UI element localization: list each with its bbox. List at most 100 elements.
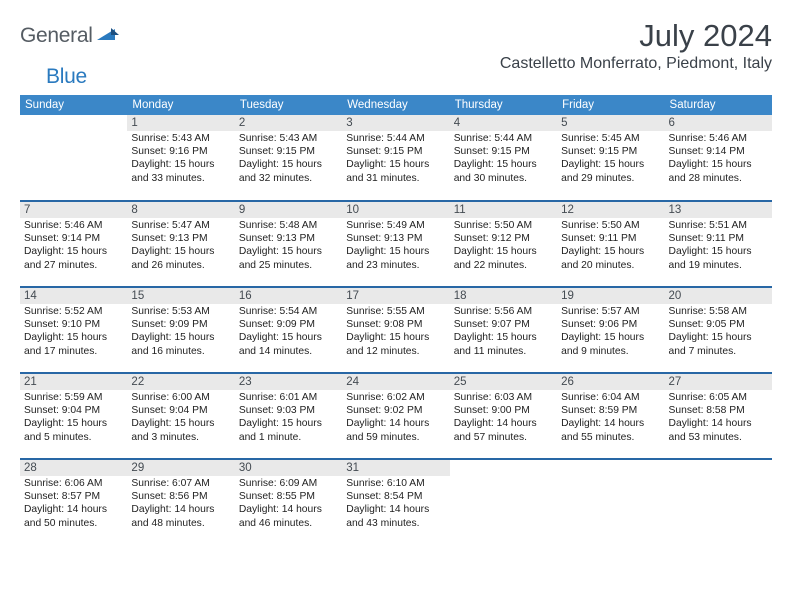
day-details: Sunrise: 5:52 AMSunset: 9:10 PMDaylight:… (20, 304, 127, 361)
day-number: 9 (235, 202, 342, 218)
day-number: 11 (450, 202, 557, 218)
sunrise-text: Sunrise: 6:05 AM (669, 391, 768, 404)
day-details: Sunrise: 5:55 AMSunset: 9:08 PMDaylight:… (342, 304, 449, 361)
day-cell (557, 459, 664, 545)
day-cell: 4Sunrise: 5:44 AMSunset: 9:15 PMDaylight… (450, 115, 557, 201)
sunset-text: Sunset: 8:59 PM (561, 404, 660, 417)
day-cell: 3Sunrise: 5:44 AMSunset: 9:15 PMDaylight… (342, 115, 449, 201)
location-subtitle: Castelletto Monferrato, Piedmont, Italy (500, 55, 772, 73)
daylight-text: Daylight: 15 hours and 12 minutes. (346, 331, 445, 357)
day-number: 6 (665, 115, 772, 131)
day-details: Sunrise: 5:43 AMSunset: 9:16 PMDaylight:… (127, 131, 234, 188)
sunset-text: Sunset: 9:11 PM (669, 232, 768, 245)
day-number: 30 (235, 460, 342, 476)
day-details: Sunrise: 6:04 AMSunset: 8:59 PMDaylight:… (557, 390, 664, 447)
day-details: Sunrise: 5:50 AMSunset: 9:11 PMDaylight:… (557, 218, 664, 275)
daylight-text: Daylight: 15 hours and 30 minutes. (454, 158, 553, 184)
day-cell: 17Sunrise: 5:55 AMSunset: 9:08 PMDayligh… (342, 287, 449, 373)
sunset-text: Sunset: 9:09 PM (131, 318, 230, 331)
daylight-text: Daylight: 14 hours and 59 minutes. (346, 417, 445, 443)
sunset-text: Sunset: 9:15 PM (561, 145, 660, 158)
dayhead-monday: Monday (127, 95, 234, 115)
day-cell: 29Sunrise: 6:07 AMSunset: 8:56 PMDayligh… (127, 459, 234, 545)
daylight-text: Daylight: 15 hours and 23 minutes. (346, 245, 445, 271)
dayhead-thursday: Thursday (450, 95, 557, 115)
day-cell: 20Sunrise: 5:58 AMSunset: 9:05 PMDayligh… (665, 287, 772, 373)
sunset-text: Sunset: 9:14 PM (669, 145, 768, 158)
sunrise-text: Sunrise: 5:43 AM (131, 132, 230, 145)
day-details: Sunrise: 5:49 AMSunset: 9:13 PMDaylight:… (342, 218, 449, 275)
day-cell (450, 459, 557, 545)
day-cell: 25Sunrise: 6:03 AMSunset: 9:00 PMDayligh… (450, 373, 557, 459)
sunset-text: Sunset: 9:15 PM (346, 145, 445, 158)
daylight-text: Daylight: 15 hours and 22 minutes. (454, 245, 553, 271)
daylight-text: Daylight: 14 hours and 48 minutes. (131, 503, 230, 529)
sunset-text: Sunset: 9:11 PM (561, 232, 660, 245)
day-cell: 22Sunrise: 6:00 AMSunset: 9:04 PMDayligh… (127, 373, 234, 459)
sunset-text: Sunset: 9:05 PM (669, 318, 768, 331)
sunset-text: Sunset: 9:04 PM (24, 404, 123, 417)
sunset-text: Sunset: 9:04 PM (131, 404, 230, 417)
day-number: 31 (342, 460, 449, 476)
sunset-text: Sunset: 9:13 PM (239, 232, 338, 245)
day-number: 14 (20, 288, 127, 304)
sunrise-text: Sunrise: 5:44 AM (454, 132, 553, 145)
sunrise-text: Sunrise: 6:10 AM (346, 477, 445, 490)
daylight-text: Daylight: 15 hours and 32 minutes. (239, 158, 338, 184)
sunrise-text: Sunrise: 5:48 AM (239, 219, 338, 232)
day-cell: 27Sunrise: 6:05 AMSunset: 8:58 PMDayligh… (665, 373, 772, 459)
day-details: Sunrise: 5:45 AMSunset: 9:15 PMDaylight:… (557, 131, 664, 188)
logo-word-general: General (20, 24, 93, 48)
day-cell: 28Sunrise: 6:06 AMSunset: 8:57 PMDayligh… (20, 459, 127, 545)
sunset-text: Sunset: 9:14 PM (24, 232, 123, 245)
day-number: 17 (342, 288, 449, 304)
day-cell (20, 115, 127, 201)
day-cell: 8Sunrise: 5:47 AMSunset: 9:13 PMDaylight… (127, 201, 234, 287)
day-cell: 30Sunrise: 6:09 AMSunset: 8:55 PMDayligh… (235, 459, 342, 545)
sunset-text: Sunset: 9:03 PM (239, 404, 338, 417)
day-cell: 12Sunrise: 5:50 AMSunset: 9:11 PMDayligh… (557, 201, 664, 287)
sunset-text: Sunset: 9:12 PM (454, 232, 553, 245)
day-cell: 18Sunrise: 5:56 AMSunset: 9:07 PMDayligh… (450, 287, 557, 373)
day-details: Sunrise: 5:56 AMSunset: 9:07 PMDaylight:… (450, 304, 557, 361)
day-details: Sunrise: 5:46 AMSunset: 9:14 PMDaylight:… (20, 218, 127, 275)
sunrise-text: Sunrise: 5:51 AM (669, 219, 768, 232)
day-number: 3 (342, 115, 449, 131)
day-details: Sunrise: 6:01 AMSunset: 9:03 PMDaylight:… (235, 390, 342, 447)
day-number: 20 (665, 288, 772, 304)
sunrise-text: Sunrise: 5:52 AM (24, 305, 123, 318)
week-row: 21Sunrise: 5:59 AMSunset: 9:04 PMDayligh… (20, 373, 772, 459)
title-block: July 2024 Castelletto Monferrato, Piedmo… (500, 18, 772, 73)
daylight-text: Daylight: 15 hours and 7 minutes. (669, 331, 768, 357)
sunset-text: Sunset: 8:58 PM (669, 404, 768, 417)
day-cell (665, 459, 772, 545)
sunset-text: Sunset: 9:13 PM (346, 232, 445, 245)
day-number: 23 (235, 374, 342, 390)
daylight-text: Daylight: 14 hours and 53 minutes. (669, 417, 768, 443)
dayhead-wednesday: Wednesday (342, 95, 449, 115)
day-header-row: Sunday Monday Tuesday Wednesday Thursday… (20, 95, 772, 115)
day-number: 18 (450, 288, 557, 304)
sunrise-text: Sunrise: 5:46 AM (24, 219, 123, 232)
sunrise-text: Sunrise: 5:59 AM (24, 391, 123, 404)
sunrise-text: Sunrise: 6:04 AM (561, 391, 660, 404)
sunrise-text: Sunrise: 6:07 AM (131, 477, 230, 490)
day-number: 19 (557, 288, 664, 304)
logo: General (20, 18, 121, 48)
day-details: Sunrise: 5:47 AMSunset: 9:13 PMDaylight:… (127, 218, 234, 275)
day-cell: 2Sunrise: 5:43 AMSunset: 9:15 PMDaylight… (235, 115, 342, 201)
daylight-text: Daylight: 14 hours and 46 minutes. (239, 503, 338, 529)
day-cell: 15Sunrise: 5:53 AMSunset: 9:09 PMDayligh… (127, 287, 234, 373)
sunrise-text: Sunrise: 5:57 AM (561, 305, 660, 318)
dayhead-saturday: Saturday (665, 95, 772, 115)
day-details: Sunrise: 6:09 AMSunset: 8:55 PMDaylight:… (235, 476, 342, 533)
sunset-text: Sunset: 9:15 PM (454, 145, 553, 158)
sunset-text: Sunset: 8:56 PM (131, 490, 230, 503)
sunset-text: Sunset: 9:13 PM (131, 232, 230, 245)
daylight-text: Daylight: 14 hours and 55 minutes. (561, 417, 660, 443)
day-cell: 31Sunrise: 6:10 AMSunset: 8:54 PMDayligh… (342, 459, 449, 545)
sunrise-text: Sunrise: 6:03 AM (454, 391, 553, 404)
day-number: 15 (127, 288, 234, 304)
sunset-text: Sunset: 9:02 PM (346, 404, 445, 417)
day-number: 4 (450, 115, 557, 131)
